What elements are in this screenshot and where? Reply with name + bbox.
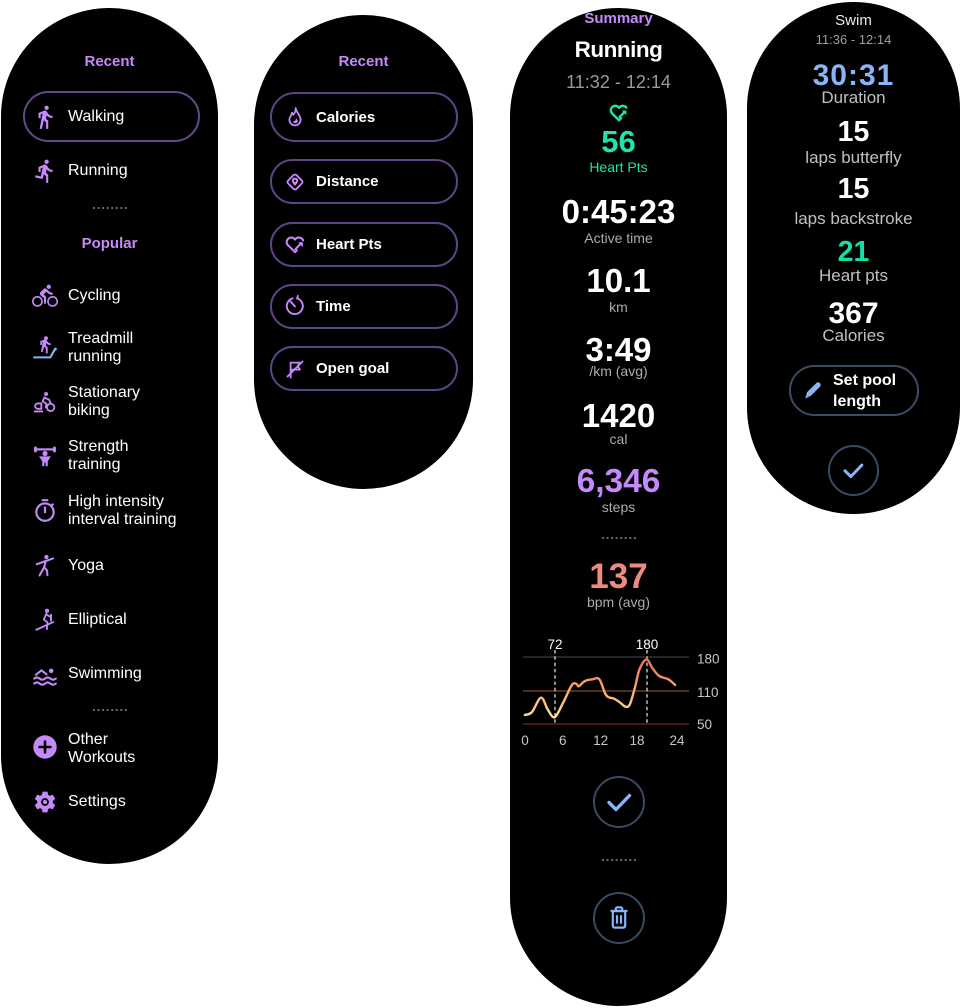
svg-text:180: 180 bbox=[697, 652, 720, 667]
svg-text:6: 6 bbox=[559, 733, 567, 748]
svg-text:12: 12 bbox=[593, 733, 608, 748]
svg-text:24: 24 bbox=[669, 733, 685, 748]
svg-text:110: 110 bbox=[697, 685, 719, 700]
svg-text:18: 18 bbox=[629, 733, 644, 748]
svg-text:50: 50 bbox=[697, 717, 712, 732]
svg-text:180: 180 bbox=[636, 637, 659, 652]
svg-text:72: 72 bbox=[547, 637, 562, 652]
svg-text:0: 0 bbox=[521, 733, 529, 748]
